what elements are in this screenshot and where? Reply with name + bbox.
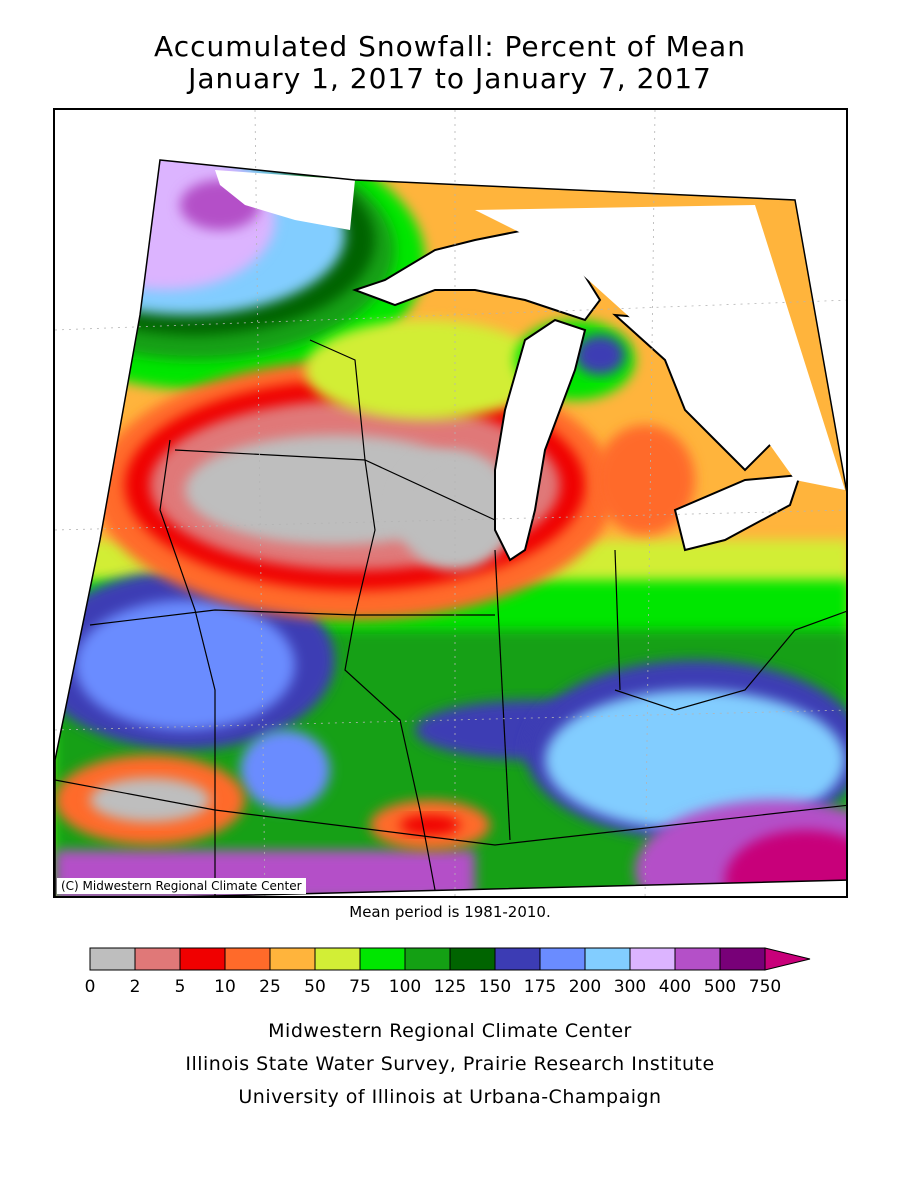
legend-swatch xyxy=(674,947,721,971)
legend-tick-label: 150 xyxy=(479,977,511,997)
legend-swatch xyxy=(629,947,676,971)
legend-tick-label: 25 xyxy=(259,977,281,997)
legend-swatch xyxy=(89,947,136,971)
legend-tick-label: 200 xyxy=(569,977,601,997)
legend-tick-label: 750 xyxy=(749,977,781,997)
legend-tick-label: 0 xyxy=(85,977,96,997)
map-title-line2: January 1, 2017 to January 7, 2017 xyxy=(188,62,712,95)
legend-swatch xyxy=(719,947,766,971)
legend-swatch xyxy=(584,947,631,971)
legend-tick-label: 500 xyxy=(704,977,736,997)
legend-swatch xyxy=(134,947,181,971)
great-lakes xyxy=(215,170,845,562)
legend-overflow-arrow xyxy=(764,947,811,971)
legend-swatch xyxy=(539,947,586,971)
legend-swatch xyxy=(314,947,361,971)
map-title-line1: Accumulated Snowfall: Percent of Mean xyxy=(154,30,746,63)
legend-tick-label: 10 xyxy=(214,977,236,997)
state-boundaries xyxy=(55,339,846,896)
legend-tick-label: 75 xyxy=(349,977,371,997)
footer-org-line2: Illinois State Water Survey, Prairie Res… xyxy=(185,1053,715,1075)
copyright-label: (C) Midwestern Regional Climate Center xyxy=(57,878,306,894)
legend-tick-label: 175 xyxy=(524,977,556,997)
legend-tick-label: 100 xyxy=(389,977,421,997)
legend-swatch xyxy=(359,947,406,971)
legend-tick-label: 5 xyxy=(175,977,186,997)
legend-swatch xyxy=(494,947,541,971)
latlon-grid xyxy=(55,110,846,896)
map-panel: (C) Midwestern Regional Climate Center xyxy=(53,108,848,898)
legend-swatch xyxy=(404,947,451,971)
footer-org-line1: Midwestern Regional Climate Center xyxy=(268,1020,632,1042)
footer-org-line3: University of Illinois at Urbana-Champai… xyxy=(238,1086,662,1108)
mean-period-note: Mean period is 1981-2010. xyxy=(349,903,551,921)
legend-swatch xyxy=(269,947,316,971)
legend-tick-label: 125 xyxy=(434,977,466,997)
color-legend: 0 2 5 10 25 50 75 100 125 150 175 200 300 400 500 750 xyxy=(85,947,811,997)
snowfall-map xyxy=(55,110,846,896)
legend-swatch xyxy=(449,947,496,971)
legend-tick-label: 2 xyxy=(130,977,141,997)
legend-swatch xyxy=(179,947,226,971)
legend-tick-label: 50 xyxy=(304,977,326,997)
legend-tick-label: 300 xyxy=(614,977,646,997)
legend-swatch xyxy=(224,947,271,971)
legend-tick-label: 400 xyxy=(659,977,691,997)
